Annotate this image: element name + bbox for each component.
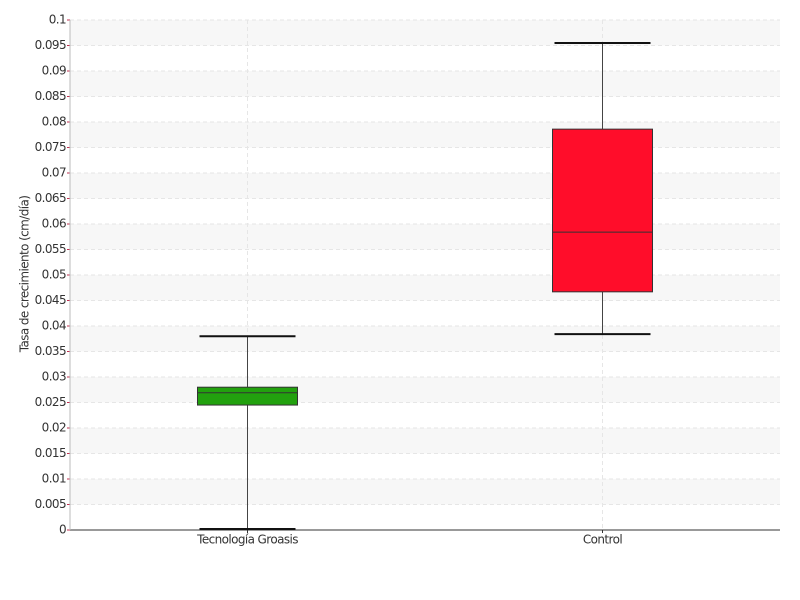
y-tick-label: 0.065: [35, 191, 66, 205]
y-tick-label: 0.05: [42, 268, 66, 282]
grid-band: [70, 326, 780, 352]
y-tick-label: 0.035: [35, 344, 66, 358]
y-tick-label: 0.07: [42, 166, 66, 180]
y-tick-label: 0.045: [35, 293, 66, 307]
y-tick-label: 0.04: [42, 319, 66, 333]
y-tick-label: 0.03: [42, 370, 66, 384]
grid-band: [70, 275, 780, 301]
grid-band: [70, 122, 780, 148]
grid-band: [70, 479, 780, 505]
x-tick-label: Tecnología Groasis: [196, 533, 298, 547]
y-tick-label: 0.08: [42, 115, 66, 129]
x-tick-label: Control: [583, 533, 622, 547]
box: [197, 386, 298, 406]
box: [552, 128, 653, 293]
y-tick-label: 0.01: [42, 472, 66, 486]
grid-band: [70, 377, 780, 403]
y-tick-label: 0.09: [42, 64, 66, 78]
grid-band: [70, 71, 780, 97]
y-tick-label: 0: [59, 523, 66, 537]
y-tick-label: 0.055: [35, 242, 66, 256]
y-axis-label: Tasa de crecimiento (cm/día): [18, 196, 32, 354]
y-tick-label: 0.06: [42, 217, 66, 231]
y-tick-label: 0.02: [42, 421, 66, 435]
y-tick-label: 0.025: [35, 395, 66, 409]
y-tick-label: 0.075: [35, 140, 66, 154]
grid-band: [70, 428, 780, 454]
y-tick-label: 0.085: [35, 89, 66, 103]
y-tick-label: 0.095: [35, 38, 66, 52]
grid-band: [70, 20, 780, 46]
y-tick-label: 0.015: [35, 446, 66, 460]
grid-band: [70, 173, 780, 199]
y-tick-label: 0.005: [35, 497, 66, 511]
grid-band: [70, 224, 780, 250]
y-tick-label: 0.1: [49, 13, 66, 27]
